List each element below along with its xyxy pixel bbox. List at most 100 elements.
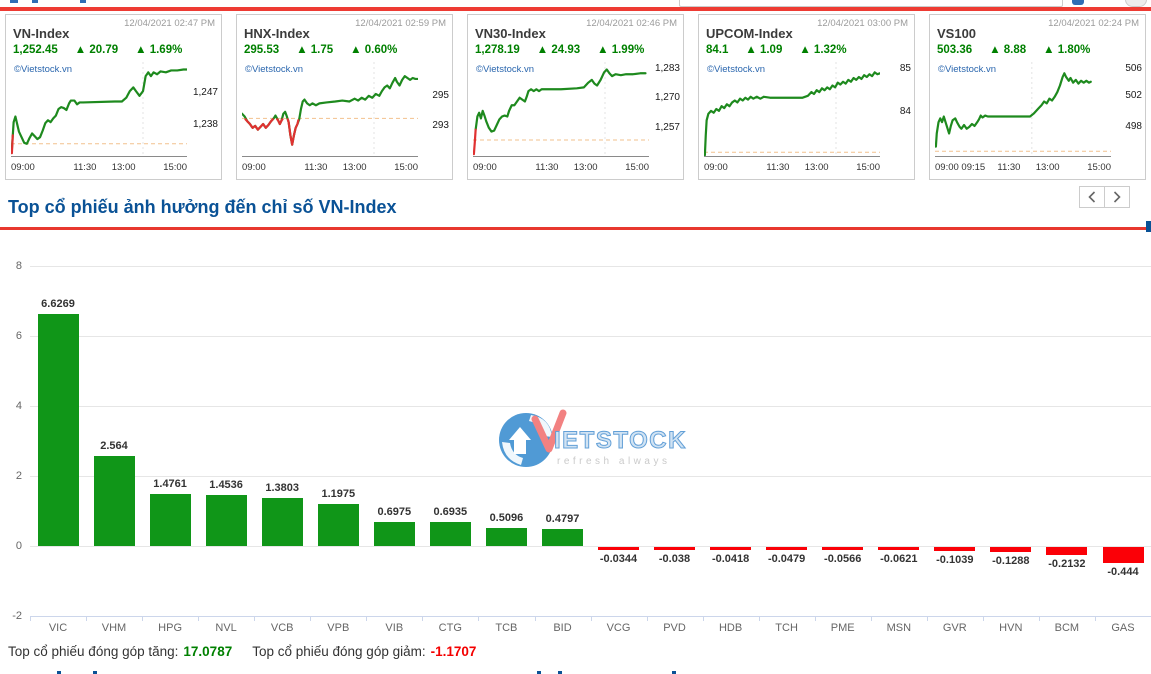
bar-VCG[interactable] [598,547,639,550]
index-change: ▲ 1.75 [296,44,334,56]
index-quote: 84.1 ▲ 1.09 ▲ 1.32% [706,44,847,56]
category-label-VPB: VPB [327,622,350,634]
x-axis-label: 15:00 [856,162,880,173]
bar-VIB[interactable] [373,521,415,546]
sparkline-svg [704,62,880,156]
bar-GAS[interactable] [1102,547,1144,563]
bar-VIC[interactable] [37,314,79,546]
y-axis-label: 1,238 [192,119,218,131]
top-divider [0,7,1151,11]
index-panel-hnx-index[interactable]: 12/04/2021 02:59 PM HNX-Index 295.53 ▲ 1… [236,14,453,180]
bar-value-label: 2.564 [100,440,128,453]
avatar[interactable] [1125,0,1147,7]
panel-timestamp: 12/04/2021 02:47 PM [124,18,215,29]
bar-PVD[interactable] [654,547,696,550]
bar-BCM[interactable] [1046,547,1088,555]
y-axis-label: 502 [1125,89,1142,101]
x-axis-tick [142,616,144,621]
panel-timestamp: 12/04/2021 02:59 PM [355,18,446,29]
x-axis-label: 09:00 [473,162,497,173]
y-tick-label: 6 [15,330,22,342]
bar-VHM[interactable] [93,456,135,546]
x-axis: 09:00 11:30 13:00 15:00 [242,162,418,174]
y-axis-label: 1,270 [654,91,680,103]
bar-HDB[interactable] [710,547,752,550]
y-axis-label: 1,283 [654,62,680,74]
index-change: ▲ 24.93 [536,44,581,56]
bar-value-label: 0.6935 [433,505,468,518]
x-axis-tick [366,616,368,621]
x-axis-tick [254,616,256,621]
y-tick-label: 0 [15,540,22,552]
price-line [936,73,1091,146]
x-axis-label: 11:30 [304,162,328,173]
price-line-red [288,119,299,144]
x-axis: 09:00 11:30 13:00 15:00 [473,162,649,174]
x-axis-tick [646,616,648,621]
search-button-icon[interactable] [1072,0,1084,5]
bar-value-label: -0.444 [1107,565,1139,578]
bar-HPG[interactable] [149,494,191,546]
copyright-watermark: ©Vietstock.vn [707,64,766,75]
bar-PME[interactable] [822,547,864,550]
cut-off-heading-fragment [93,671,97,674]
y-axis-label: 1,247 [192,87,218,98]
category-label-GVR: GVR [942,622,967,634]
index-panel-vs100[interactable]: 12/04/2021 02:24 PM VS100 503.36 ▲ 8.88 … [929,14,1146,180]
category-label-BID: BID [553,622,572,634]
bar-VCB[interactable] [261,497,303,546]
bar-value-label: -0.0566 [824,553,862,565]
index-panel-vn-index[interactable]: 12/04/2021 02:47 PM VN-Index 1,252.45 ▲ … [5,14,222,180]
x-axis-label: 11:30 [535,162,559,173]
category-label-MSN: MSN [886,622,912,634]
x-axis-label: 13:00 [573,162,598,173]
x-axis-label: 15:00 [625,162,649,173]
next-button[interactable] [1104,186,1130,208]
y-axis-label: 506 [1125,62,1142,74]
price-line-red [12,135,13,153]
bar-GVR[interactable] [934,547,976,551]
x-axis-label: 13:00 [804,162,829,173]
copyright-watermark: ©Vietstock.vn [476,64,535,75]
category-label-BCM: BCM [1054,622,1080,634]
x-axis-tick [30,616,31,621]
bar-value-label: 1.1975 [321,488,356,501]
price-line [705,72,880,155]
summary-gain-value: 17.0787 [183,644,233,659]
prev-button[interactable] [1079,186,1105,208]
panel-title: UPCOM-Index [706,26,793,41]
gridline [30,406,1151,407]
index-panel-upcom-index[interactable]: 12/04/2021 03:00 PM UPCOM-Index 84.1 ▲ 1… [698,14,915,180]
copyright-watermark: ©Vietstock.vn [245,64,304,75]
bar-value-label: -0.1288 [992,554,1030,567]
bar-HVN[interactable] [990,547,1032,552]
cut-off-heading-fragment [558,671,562,674]
x-axis-tick [702,616,704,621]
bar-NVL[interactable] [205,495,247,546]
x-axis-tick [478,616,480,621]
bar-BID[interactable] [542,529,583,546]
panel-title: VS100 [937,26,977,41]
search-input[interactable] [679,0,1063,7]
category-label-VIB: VIB [385,622,404,634]
index-panel-vn30-index[interactable]: 12/04/2021 02:46 PM VN30-Index 1,278.19 … [467,14,684,180]
x-axis-label: 11:30 [766,162,790,173]
y-axis-label: 295 [432,89,449,101]
category-label-PME: PME [830,622,855,634]
gridline [30,546,1151,547]
bar-CTG[interactable] [429,521,471,546]
x-axis-label: 13:00 [342,162,367,173]
y-tick-label: 8 [15,260,22,272]
bar-TCH[interactable] [766,547,808,550]
category-label-CTG: CTG [438,622,462,634]
sparkline-plot: ©Vietstock.vn [935,62,1111,157]
bar-MSN[interactable] [878,547,920,550]
category-label-VIC: VIC [48,622,68,634]
index-change-percent: ▲ 1.80% [1043,44,1091,56]
x-axis-tick [982,616,984,621]
y-tick-label: 4 [15,400,22,412]
bar-VPB[interactable] [317,504,359,546]
bar-value-label: 0.6975 [377,505,412,518]
bar-TCB[interactable] [485,528,527,546]
y-axis-label: 293 [432,120,449,131]
